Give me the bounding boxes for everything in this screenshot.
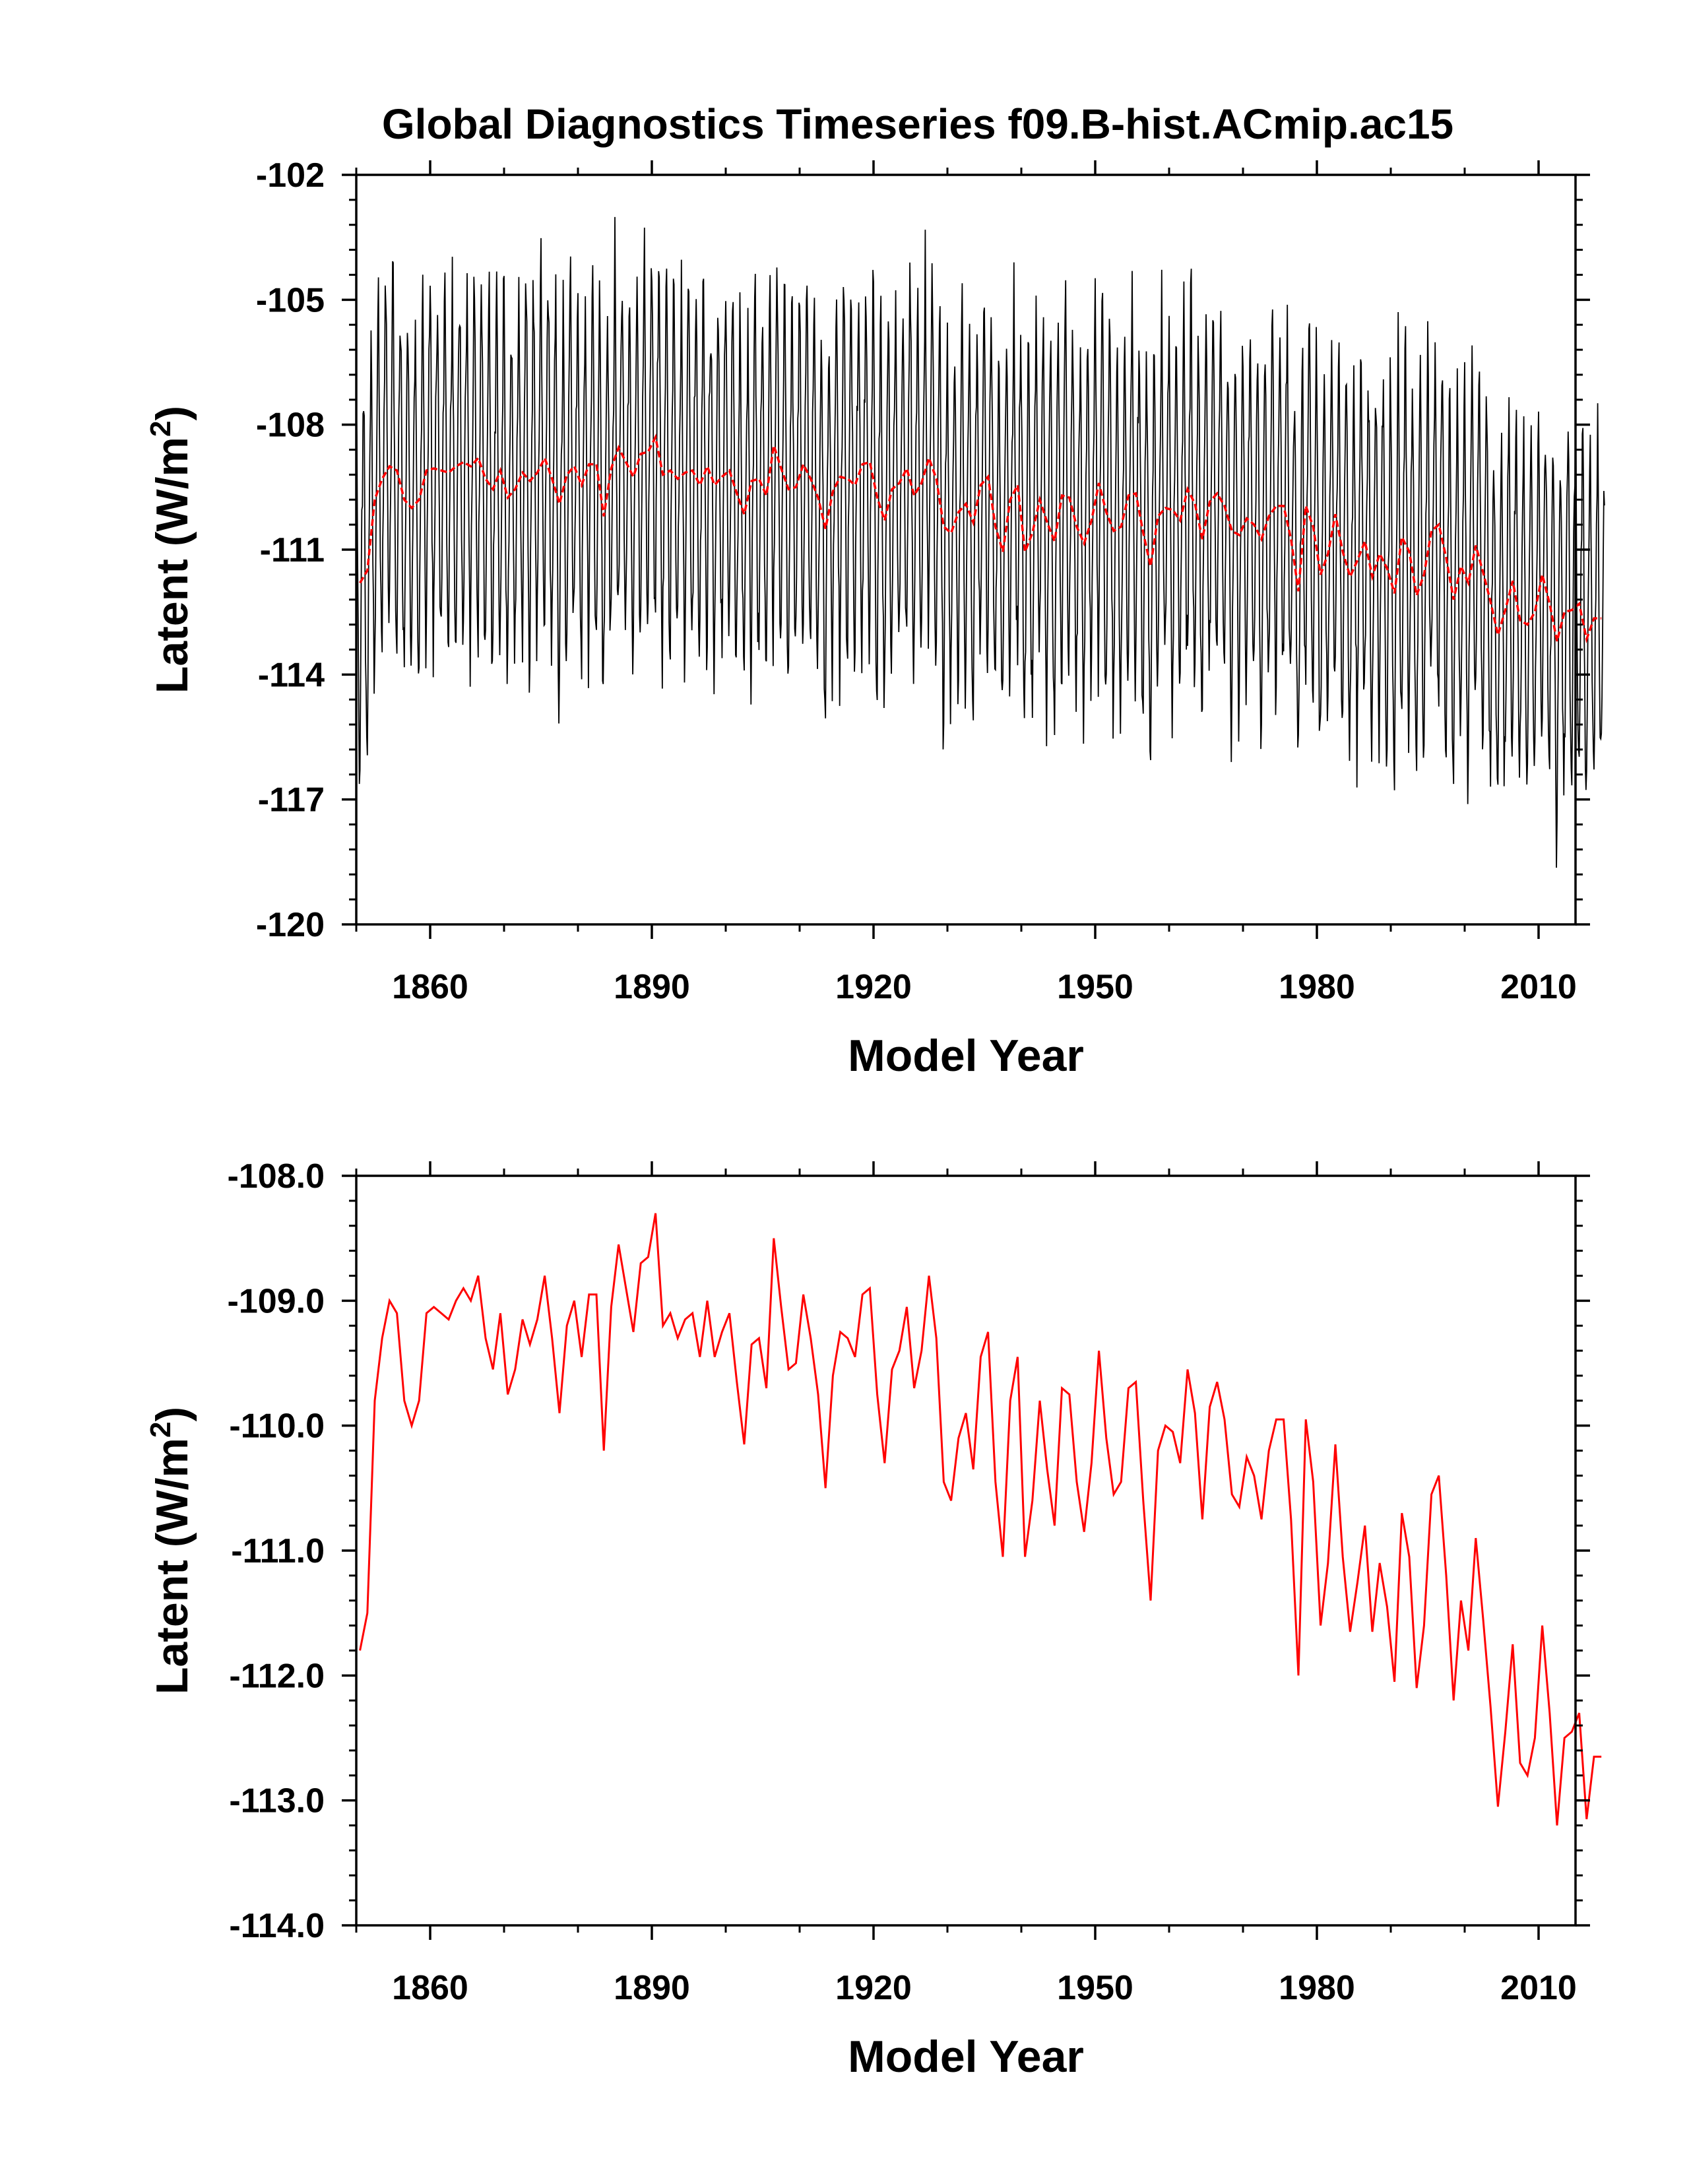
y-axis-label: Latent (W/m2) xyxy=(144,406,197,693)
y-axis-label-main: Latent (W/m xyxy=(147,437,197,693)
x-tick-label: 2010 xyxy=(1500,1969,1577,2007)
y-tick-label: -105 xyxy=(256,281,325,319)
y-tick-label: -117 xyxy=(258,781,325,819)
y-axis-label-close: ) xyxy=(147,406,197,421)
y-tick-label: -108.0 xyxy=(228,1157,325,1196)
y-axis-label-superscript: 2 xyxy=(144,1422,177,1438)
panel-1: 1860 1890 1920 1950 1980 2010 -102 -105 -108 -111… xyxy=(144,156,1605,1081)
x-tick-label: 1980 xyxy=(1279,1969,1355,2007)
chart-title: Global Diagnostics Timeseries f09.B-hist… xyxy=(382,100,1453,148)
monthly-line xyxy=(356,216,1605,868)
annual-mean-line xyxy=(359,434,1602,644)
x-tick-label: 1920 xyxy=(835,968,912,1006)
y-axis-label-close: ) xyxy=(147,1407,197,1422)
x-axis-label: Model Year xyxy=(848,2032,1084,2082)
monthly-series xyxy=(356,216,1605,868)
x-tick-label: 1920 xyxy=(835,1969,912,2007)
y-axis-label: Latent (W/m2) xyxy=(144,1407,197,1694)
y-tick-label: -114 xyxy=(258,656,325,694)
y-tick-label: -111.0 xyxy=(231,1532,325,1570)
y-tick-label: -108 xyxy=(256,406,325,445)
x-tick-label: 1890 xyxy=(614,1969,690,2007)
plot-frame xyxy=(355,1174,1577,1927)
y-tick-label: -113.0 xyxy=(229,1782,325,1820)
y-tick-label: -110.0 xyxy=(229,1407,325,1446)
plot-frame xyxy=(355,174,1577,926)
y-axis-label-main: Latent (W/m xyxy=(147,1438,197,1694)
y-axis-label-superscript: 2 xyxy=(144,421,177,437)
annual-mean-line xyxy=(359,1213,1602,1826)
x-tick-label: 1980 xyxy=(1279,968,1355,1006)
x-tick-label: 2010 xyxy=(1500,968,1577,1006)
x-tick-label: 1950 xyxy=(1057,968,1133,1006)
x-tick-label: 1860 xyxy=(392,1969,468,2007)
x-tick-label: 1950 xyxy=(1057,1969,1133,2007)
y-tick-label: -111 xyxy=(260,531,325,569)
x-axis-label: Model Year xyxy=(848,1031,1084,1081)
panel-2: 1860 1890 1920 1950 1980 2010 -108.0 -109.0 -110… xyxy=(144,1157,1602,2082)
y-tick-label: -109.0 xyxy=(228,1282,325,1320)
y-tick-label: -102 xyxy=(256,156,325,195)
y-tick-label: -114.0 xyxy=(229,1907,325,1945)
y-tick-label: -120 xyxy=(256,906,325,944)
x-tick-label: 1890 xyxy=(614,968,690,1006)
x-tick-label: 1860 xyxy=(392,968,468,1006)
y-tick-label: -112.0 xyxy=(229,1657,325,1695)
